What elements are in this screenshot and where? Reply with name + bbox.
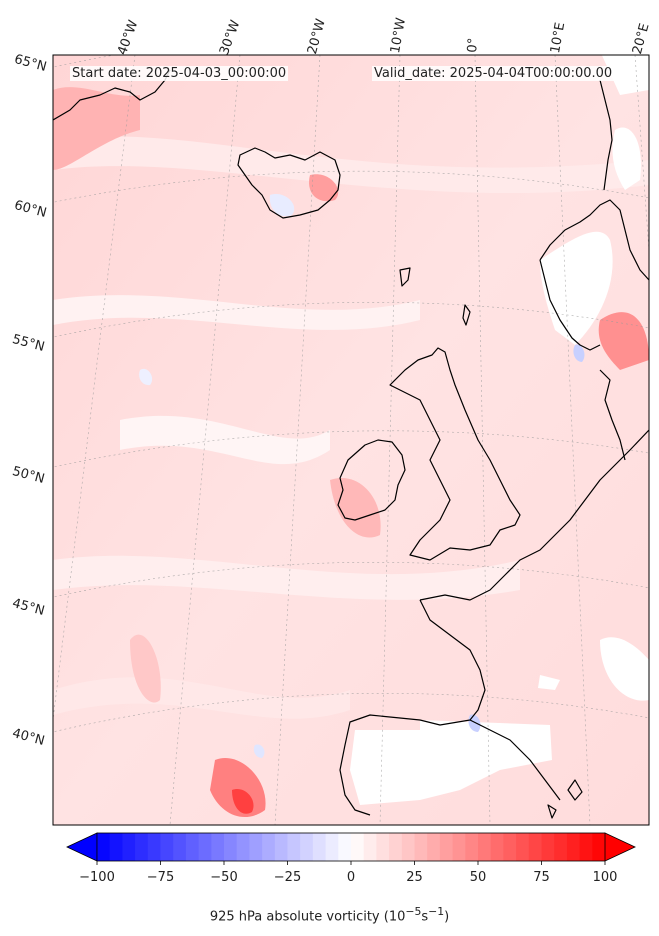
- colorbar-segment: [262, 833, 276, 861]
- colorbar-segment: [439, 833, 454, 861]
- colorbar-segment: [249, 833, 263, 861]
- colorbar-tick-label: −50: [210, 870, 238, 885]
- colorbar-segment: [401, 833, 415, 861]
- colorbar-title-unit: s: [421, 909, 429, 925]
- colorbar-segment: [351, 833, 365, 861]
- coastlines: [53, 69, 649, 819]
- colorbar-segment: [516, 833, 530, 861]
- colorbar-segment: [490, 833, 504, 861]
- colorbar-tick-label: 75: [533, 870, 550, 885]
- colorbar-segment: [173, 833, 187, 861]
- colorbar-segment: [236, 833, 250, 861]
- colorbar-segment: [135, 833, 149, 861]
- map-frame: [52, 54, 650, 826]
- colorbar-segment: [465, 833, 479, 861]
- colorbar-segment: [579, 833, 593, 861]
- colorbar-segment: [592, 833, 606, 861]
- colorbar-segment: [312, 833, 327, 861]
- colorbar-segment: [97, 833, 111, 861]
- colorbar-segment: [503, 833, 517, 861]
- colorbar-segment: [389, 833, 403, 861]
- colorbar-tick-label: −75: [146, 870, 175, 885]
- vorticity-field: [53, 55, 649, 825]
- colorbar-segment: [185, 833, 200, 861]
- lon-label: 0°: [465, 37, 482, 54]
- colorbar-title-exp-a: −5: [405, 905, 422, 918]
- colorbar-segment: [300, 833, 314, 861]
- colorbar: [66, 832, 636, 865]
- colorbar-segment: [414, 833, 428, 861]
- colorbar-segment: [566, 833, 581, 861]
- colorbar-segment: [224, 833, 238, 861]
- colorbar-segment: [427, 833, 441, 861]
- colorbar-title-text: 925 hPa absolute vorticity (10: [209, 909, 406, 925]
- colorbar-segment: [274, 833, 288, 861]
- colorbar-segment: [160, 833, 174, 861]
- start-date-label: Start date: 2025-04-03_00:00:00: [70, 66, 289, 81]
- valid-date-label: Valid_date: 2025-04-04T00:00:00.00: [372, 66, 615, 81]
- colorbar-segment: [376, 833, 390, 861]
- colorbar-segment: [325, 833, 339, 861]
- colorbar-title-close: ): [444, 909, 450, 925]
- colorbar-segment: [122, 833, 136, 861]
- colorbar-segment: [211, 833, 225, 861]
- graticule: [53, 55, 649, 825]
- colorbar-title: 925 hPa absolute vorticity (10−5s−1): [0, 905, 659, 924]
- colorbar-tick-label: −100: [79, 870, 115, 885]
- colorbar-tick-label: 25: [406, 870, 423, 885]
- colorbar-segment: [338, 833, 352, 861]
- colorbar-title-exp-b: −1: [428, 905, 445, 918]
- colorbar-tick-label: −25: [273, 870, 302, 885]
- colorbar-min-extend: [66, 832, 98, 862]
- colorbar-tick-label: 0: [346, 870, 356, 885]
- colorbar-segment: [554, 833, 568, 861]
- colorbar-tick-label: 100: [592, 870, 618, 885]
- colorbar-segment: [528, 833, 542, 861]
- colorbar-tick-label: 50: [469, 870, 487, 885]
- colorbar-segment: [363, 833, 377, 861]
- colorbar-segment: [287, 833, 301, 861]
- colorbar-segment: [478, 833, 492, 861]
- colorbar-max-extend: [604, 832, 636, 862]
- colorbar-segment: [109, 833, 123, 861]
- colorbar-segment: [147, 833, 161, 861]
- colorbar-segment: [452, 833, 466, 861]
- colorbar-segment: [198, 833, 212, 861]
- colorbar-segment: [541, 833, 555, 861]
